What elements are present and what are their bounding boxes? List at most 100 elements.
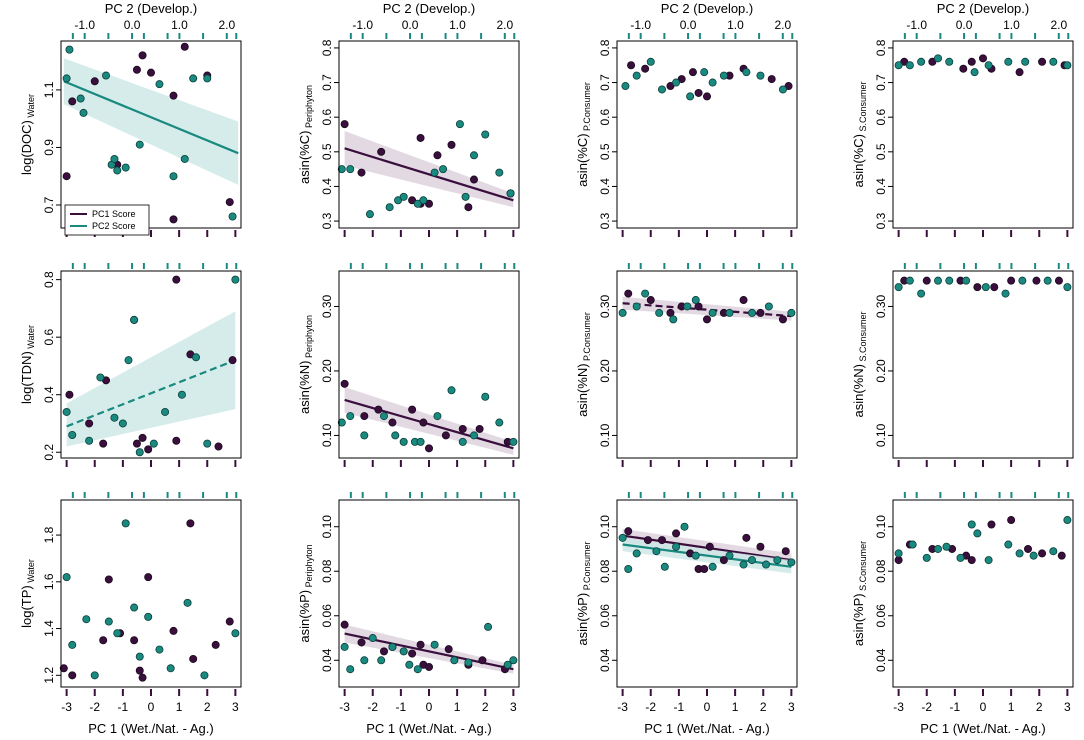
panel-r2c1-pc2-point-2 [360,656,369,665]
panel-r0c3-pc1-point-2 [959,64,968,73]
panel-r0c2-top-axis-title: PC 2 (Develop.) [661,1,753,16]
panel-r0c1-pc2-point-5 [399,192,408,201]
panel-r2c0-frame [60,499,242,688]
panel-r0c2-ylabel-main: asin(%C) [575,133,590,186]
panel-r0c1-pc1-point-6 [424,199,433,208]
panel-r0c0-fit-line-pc2 [63,80,239,155]
panel-r0c3-pc1-point-1 [928,57,937,66]
panel-r2c3-bottom-tick-label-3: 0 [980,700,987,714]
panel-r0c1-top-tick-label-1: 0.0 [402,18,419,32]
panel-r2c3-pc2-point-3 [934,544,943,553]
panel-r0c3-top-tick-label-0: -1.0 [906,18,927,32]
panel-r2c3-pc2-point-1 [908,540,917,549]
panel-r0c1-ylabel: asin(%C) Periphyton [297,85,314,184]
panel-r2c0-pc1-point-7 [138,673,147,682]
panel-r0c0-ytick-label-0: 0.7 [42,196,56,213]
panel-r0c2-pc2-point-9 [742,68,751,77]
panel-r1c1-pc1-point-9 [475,424,484,433]
panel-r2c3-pc2-point-11 [1029,551,1038,560]
panel-r2c0-pc1-point-9 [169,626,178,635]
panel-r0c0-pc2-point-2 [76,94,85,103]
panel-r2c0-pc1-point-11 [189,654,198,663]
panel-r2c3-pc2-point-2 [922,553,931,562]
panel-r0c0-top-tick-label-0: -1.0 [74,18,95,32]
panel-r0c2-pc2-point-6 [700,68,709,77]
panel-r0c1-pc2-point-1 [346,165,355,174]
panel-r2c3-pc1-point-9 [1038,549,1047,558]
legend-pc1-label: PC1 Score [92,209,136,219]
panel-r2c0-pc2-point-7 [130,603,139,612]
panel-r1c1-pc1-point-2 [374,405,383,414]
panel-r0c0-pc2-point-11 [169,172,178,181]
panel-r1c2-pc2-point-5 [683,302,692,311]
panel-r2c3-pc1-point-6 [987,520,996,529]
panel-r2c1-pc1-point-10 [478,656,487,665]
panel-r1c3-pc2-point-5 [962,276,971,285]
panel-r2c2-ytick-label-1: 0.06 [598,604,612,628]
panel-r1c1-pc1-point-3 [388,418,397,427]
panel-r2c3-pc2-point-9 [1004,540,1013,549]
panel-r2c2-ytick-label-0: 0.04 [598,648,612,672]
panel-r0c1-pc2-point-8 [430,168,439,177]
panel-r2c2-pc2-point-8 [708,562,717,571]
panel-r0c1-pc2-point-10 [455,120,464,129]
legend-box [64,204,150,236]
panel-r2c0-pc2-point-4 [104,617,113,626]
panel-r1c2-ytick-label-1: 0.20 [598,359,612,383]
panel-r0c3-pc1-point-4 [979,54,988,63]
panel-r1c0-pc2-point-3 [96,373,105,382]
panel-r2c1-ytick-label-1: 0.06 [320,604,334,628]
panel-r1c2-pc1-point-4 [694,302,703,311]
panel-r0c1-ci-band-pc1 [344,131,514,208]
panel-r2c2-pc2-point-10 [739,560,748,569]
panel-r2c0-pc2-point-8 [135,652,144,661]
panel-r2c2-bottom-tick-label-5: 2 [760,700,767,714]
panel-r0c2-pc1-point-2 [666,82,675,91]
panel-r0c1-fit-line-pc1 [344,147,514,202]
panel-r1c1-ylabel-sub: Periphyton [304,315,314,361]
panel-r1c2-ylabel-main: asin(%N) [575,363,590,416]
panel-r0c3-ytick-label-5: 0.8 [874,39,888,56]
panel-r2c1-pc1-point-7 [424,662,433,671]
panel-r0c3-pc2-point-10 [1063,61,1072,70]
panel-r2c0-bottom-tick-label-3: 0 [148,700,155,714]
panel-r2c0-ylabel: log(TP) Water [19,559,36,628]
panel-r0c1-pc1-point-2 [377,147,386,156]
panel-r0c3-pc2-point-1 [905,61,914,70]
panel-r2c2-pc2-point-6 [680,522,689,531]
panel-r1c1-pc2-point-5 [399,437,408,446]
panel-r1c0-pc1-point-2 [99,439,108,448]
panel-r0c0-pc2-point-13 [189,74,198,83]
panel-r0c3-pc1-point-6 [1015,68,1024,77]
panel-r1c0-pc2-point-11 [177,390,186,399]
panel-r0c3-top-axis-title: PC 2 (Develop.) [937,1,1029,16]
panel-r2c0-bottom-tick-label-6: 3 [232,700,239,714]
panel-r2c2-pc1-point-10 [756,542,765,551]
panel-r0c3-pc1-point-3 [967,57,976,66]
panel-r0c3-pc2-point-5 [970,68,979,77]
panel-r1c2-pc2-point-3 [655,308,664,317]
panel-r2c2-pc1-point-2 [658,536,667,545]
panel-r1c3-pc1-point-4 [990,283,999,292]
panel-r2c1-pc2-point-4 [377,656,386,665]
panel-r2c1-bottom-tick-label-2: -1 [396,700,407,714]
panel-r0c1-ylabel-sub: Periphyton [304,85,314,131]
panel-r2c2-bottom-tick-label-6: 3 [788,700,795,714]
panel-r1c2-ytick-label-0: 0.10 [598,423,612,447]
panel-r0c2-ylabel-sub: P.Consumer [582,82,592,133]
panel-r0c2-ylabel: asin(%C) P.Consumer [575,82,592,187]
panel-r0c2-top-tick-label-3: 2.0 [774,18,791,32]
panel-r0c2-pc2-point-3 [658,85,667,94]
panel-r1c0-ylabel: log(TDN) Water [19,325,36,404]
panel-r0c1-pc1-point-1 [357,168,366,177]
panel-r1c2-pc1-point-2 [666,308,675,317]
panel-r0c3-ytick-label-0: 0.3 [874,212,888,229]
panel-r1c0-ytick-label-0: 0.2 [42,444,56,461]
panel-r1c0-pc2-point-7 [130,315,139,324]
panel-r1c1-pc2-point-1 [346,412,355,421]
panel-r0c2-pc2-point-11 [778,85,787,94]
panel-r1c3-pc2-point-9 [1043,276,1052,285]
panel-r0c0-pc1-point-9 [180,42,189,51]
panel-r2c3-bottom-tick-label-0: -3 [893,700,904,714]
